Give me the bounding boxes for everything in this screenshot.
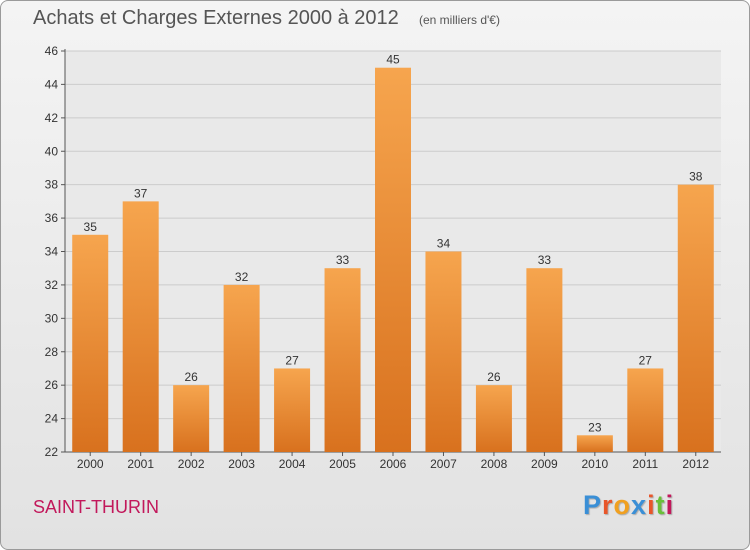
logo-letter: i	[665, 490, 675, 520]
bar	[173, 385, 210, 452]
logo-letter: o	[613, 490, 632, 520]
y-tick-label: 28	[45, 345, 59, 359]
x-tick-label: 2008	[481, 457, 508, 471]
bar	[475, 385, 512, 452]
data-label: 32	[235, 270, 249, 284]
bar	[576, 435, 613, 452]
x-tick-label: 2007	[430, 457, 457, 471]
commune-name: SAINT-THURIN	[33, 497, 159, 517]
data-label: 23	[588, 420, 602, 434]
y-tick-label: 30	[45, 311, 59, 325]
y-tick-label: 38	[45, 178, 59, 192]
bar	[122, 201, 159, 452]
x-tick-label: 2012	[682, 457, 709, 471]
bar	[526, 268, 563, 452]
data-label: 27	[639, 353, 653, 367]
proxiti-logo[interactable]: Proxiti	[583, 490, 674, 521]
bars	[72, 67, 714, 452]
logo-letter: P	[583, 490, 603, 520]
bar	[324, 268, 361, 452]
chart-title: Achats et Charges Externes 2000 à 2012	[33, 7, 399, 29]
x-tick-label: 2000	[77, 457, 104, 471]
bar	[425, 251, 462, 452]
x-tick-label: 2005	[329, 457, 356, 471]
x-tick-label: 2003	[228, 457, 255, 471]
bar	[627, 368, 664, 452]
data-label: 26	[487, 370, 501, 384]
x-tick-label: 2011	[632, 457, 658, 471]
data-label: 35	[84, 220, 98, 234]
data-label: 33	[538, 253, 552, 267]
x-tick-label: 2004	[279, 457, 306, 471]
bar	[274, 368, 311, 452]
x-tick-label: 2002	[178, 457, 205, 471]
bar	[72, 234, 109, 452]
y-tick-label: 34	[45, 245, 59, 259]
chart-unit: (en milliers d'€)	[419, 13, 500, 27]
y-tick-label: 22	[45, 445, 59, 459]
y-tick-label: 26	[45, 378, 59, 392]
data-label: 33	[336, 253, 350, 267]
bar	[677, 184, 714, 452]
y-tick-label: 36	[45, 211, 59, 225]
x-tick-label: 2010	[581, 457, 608, 471]
y-tick-label: 40	[45, 144, 59, 158]
logo-letter: x	[631, 490, 648, 520]
bar	[375, 67, 411, 452]
logo-letter: i	[647, 490, 656, 520]
y-tick-label: 24	[45, 412, 59, 426]
data-label: 27	[285, 353, 299, 367]
y-tick-label: 32	[45, 278, 59, 292]
logo-letter: r	[602, 490, 614, 520]
x-tick-label: 2006	[380, 457, 407, 471]
data-label: 26	[184, 370, 198, 384]
x-tick-label: 2001	[127, 457, 154, 471]
y-tick-label: 46	[45, 44, 59, 58]
data-label: 38	[689, 170, 703, 184]
logo-letter: t	[655, 490, 666, 520]
data-label: 37	[134, 186, 148, 200]
y-tick-label: 42	[45, 111, 59, 125]
x-tick-label: 2009	[531, 457, 558, 471]
data-label: 34	[437, 237, 451, 251]
y-tick-label: 44	[45, 77, 59, 91]
labels: 22 24 26 28 30 32 34 36 38 40 42 44 46 35 2000 37 2001 26…	[45, 44, 710, 471]
data-label: 45	[386, 53, 400, 67]
bar	[223, 284, 260, 452]
